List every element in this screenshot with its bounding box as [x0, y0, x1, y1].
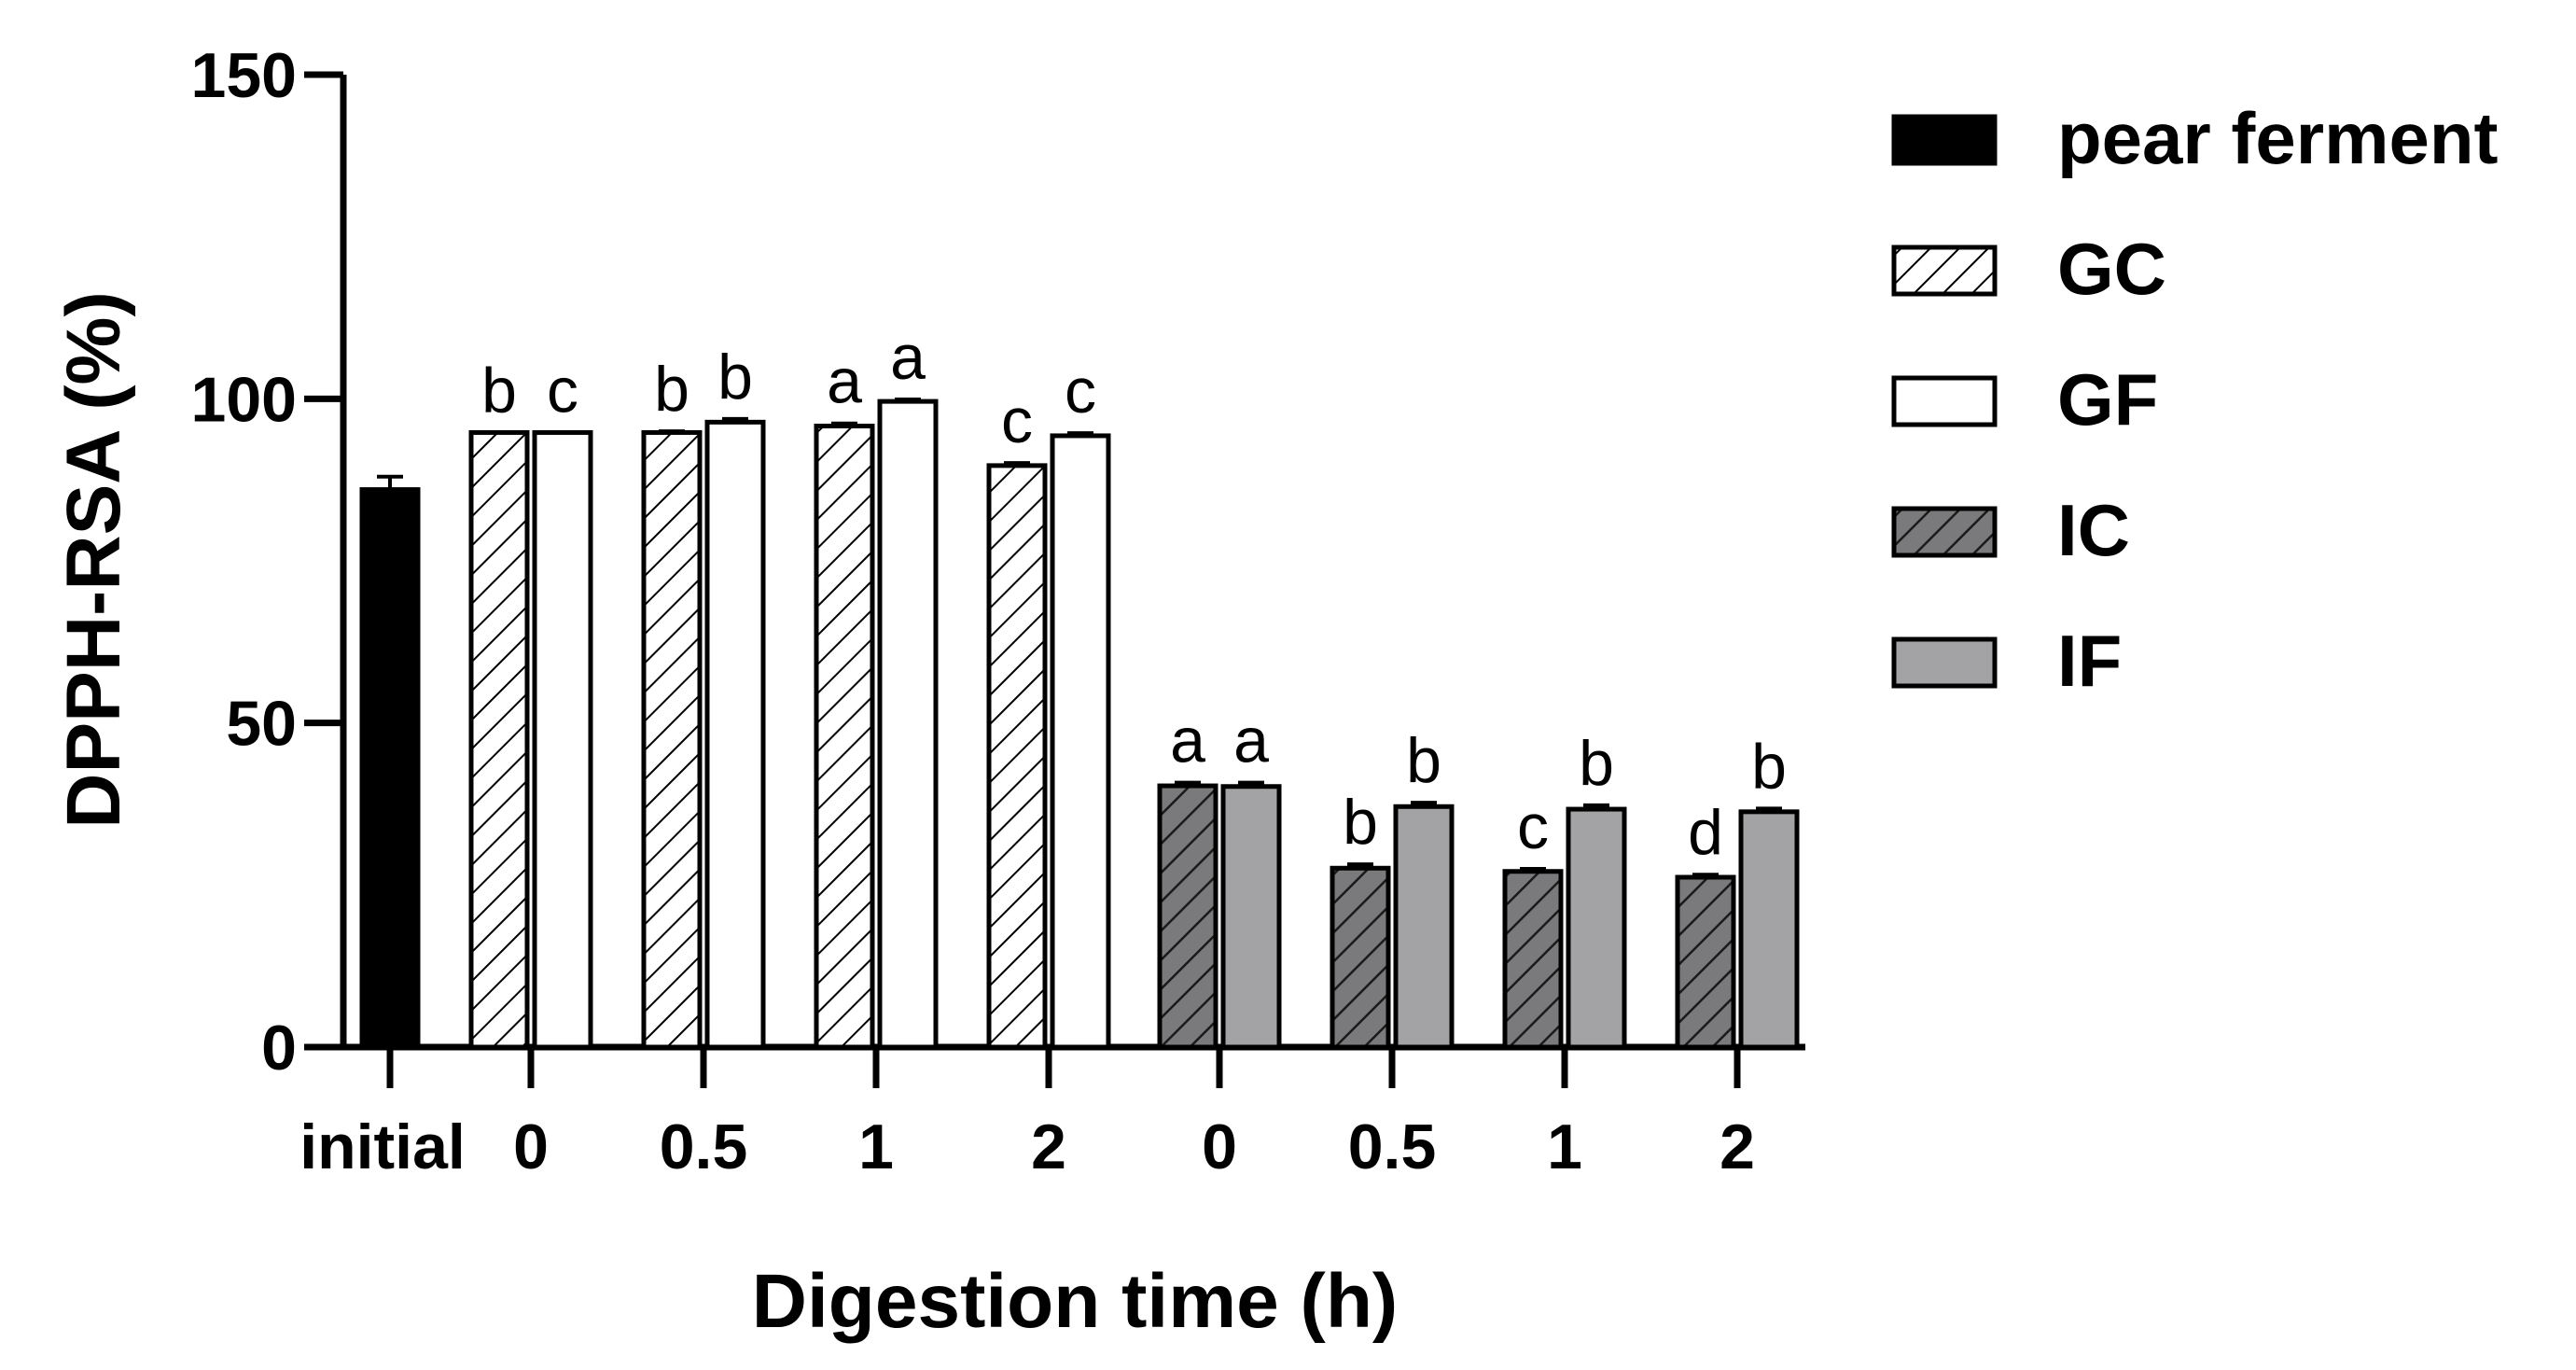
significance-letter: c	[1065, 356, 1096, 426]
x-tick-label: initial	[299, 1111, 466, 1182]
significance-letter: b	[1579, 728, 1614, 799]
legend-label: GF	[2057, 358, 2158, 440]
y-tick-label: 150	[191, 40, 297, 111]
x-tick-label: 2	[1720, 1111, 1755, 1182]
significance-letter: b	[1343, 787, 1378, 858]
bar-gc	[641, 429, 703, 1050]
legend-swatch-gf	[1891, 375, 1998, 427]
significance-letter: a	[1233, 706, 1269, 776]
significance-letter: b	[1406, 725, 1441, 796]
significance-letter: b	[1751, 731, 1787, 802]
significance-letter: a	[890, 322, 926, 393]
x-tick-label: 1	[858, 1111, 894, 1182]
x-tick-label: 2	[1031, 1111, 1066, 1182]
legend-label: IF	[2057, 620, 2122, 702]
bar-if	[1738, 809, 1800, 1050]
x-tick-label: 0.5	[1348, 1111, 1437, 1182]
y-axis-title: DPPH-RSA (%)	[51, 291, 136, 829]
bar-ic	[1502, 869, 1564, 1050]
x-tick-label: 0.5	[660, 1111, 748, 1182]
significance-letter: a	[827, 346, 862, 417]
legend-swatch-gc	[1891, 245, 1998, 297]
y-tick-label: 100	[191, 364, 297, 435]
significance-letter: b	[654, 354, 689, 425]
bar-ic	[1330, 865, 1391, 1050]
bar-gf	[704, 419, 766, 1050]
legend-label: IC	[2057, 489, 2130, 571]
legend-swatch-if	[1891, 636, 1998, 689]
significance-letter: c	[1001, 385, 1033, 456]
bar-gf	[1050, 433, 1111, 1050]
bar-gc	[468, 429, 530, 1050]
bar-ic	[1675, 874, 1736, 1050]
x-tick-labels: initial 0 0.5 1 2 0 0.5 1 2	[299, 1111, 1755, 1182]
bar-gc	[814, 424, 875, 1050]
bar-pear-ferment	[359, 487, 421, 1050]
y-tick-label: 50	[226, 689, 297, 760]
bar-gf	[532, 429, 593, 1050]
legend-swatch-ic	[1891, 506, 1998, 558]
significance-letter: d	[1688, 797, 1723, 868]
legend: pear ferment GC GF IC IF	[1891, 97, 2499, 702]
bar-gc	[986, 463, 1048, 1050]
bar-gf	[877, 398, 939, 1050]
bar-if	[1220, 784, 1282, 1050]
legend-label: pear ferment	[2057, 97, 2499, 179]
significance-letter: c	[547, 355, 578, 426]
significance-letter: b	[481, 355, 517, 426]
y-tick-label: 0	[261, 1013, 297, 1083]
bar-ic	[1157, 783, 1218, 1050]
significance-letter: a	[1170, 706, 1205, 776]
x-axis-title: Digestion time (h)	[752, 1259, 1398, 1344]
significance-letter: c	[1517, 791, 1549, 862]
legend-swatch-pear-ferment	[1891, 114, 1998, 166]
bar-if	[1566, 806, 1627, 1050]
x-tick-label: 0	[513, 1111, 549, 1182]
significance-letter: b	[717, 342, 753, 412]
bar-if	[1393, 804, 1455, 1050]
legend-label: GC	[2057, 228, 2166, 310]
x-tick-label: 1	[1547, 1111, 1582, 1182]
x-tick-label: 0	[1202, 1111, 1237, 1182]
